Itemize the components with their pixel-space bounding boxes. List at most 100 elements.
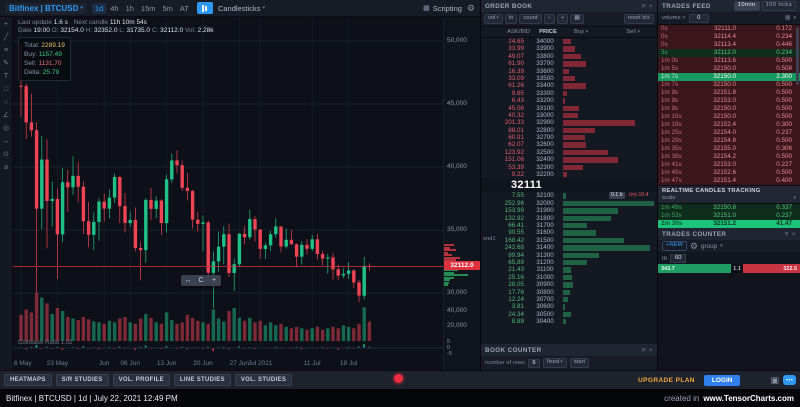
order-book-row[interactable]: 24.65 34000 (481, 38, 657, 45)
trade-row[interactable]: 1m 45s 32152.6 0.500 (658, 169, 800, 177)
order-book-row[interactable]: 3.81 30600 (481, 303, 657, 310)
calendar-icon[interactable]: ▦ (785, 15, 791, 21)
gear-icon[interactable]: ⚙ (689, 240, 698, 251)
time-axis[interactable]: 16 May 23 May Jun 06 Jun 13 Jun 20 Jun 27 JunJ… (13, 359, 443, 370)
text-tool-icon[interactable]: T (3, 73, 9, 80)
add-drawing-icon[interactable]: + (211, 277, 217, 284)
trade-row[interactable]: 1m 19s 32152.4 0.300 (658, 121, 800, 129)
trade-row[interactable]: 1m 9s 32151.8 0.500 (658, 89, 800, 97)
start-button[interactable]: start (569, 358, 589, 368)
order-book-row[interactable]: 28.05 30900 (481, 281, 657, 288)
trade-row[interactable]: 1m 38s 32154.2 0.500 (658, 153, 800, 161)
in-button[interactable]: in (504, 14, 518, 24)
chat-icon[interactable]: ⋯ (783, 375, 796, 385)
trade-row[interactable]: 1m 5s 32150.0 0.508 (658, 65, 800, 73)
order-book-row[interactable]: 62.07 32600 (481, 141, 657, 148)
order-book-row[interactable]: 66.41 31700 (481, 222, 657, 229)
angle-tool-icon[interactable]: ∠ (2, 112, 10, 119)
trade-row[interactable]: 1m 35s 32155.0 0.306 (658, 145, 800, 153)
scrollbar-thumb[interactable] (796, 27, 799, 85)
trade-row[interactable]: 1m 15s 32150.0 0.500 (658, 113, 800, 121)
candle-style-button[interactable] (196, 2, 213, 14)
rows-count-input[interactable] (527, 358, 540, 368)
order-book-row[interactable]: 9.65 33300 (481, 90, 657, 97)
order-book-row[interactable]: 123.92 32500 (481, 149, 657, 156)
order-book-row[interactable]: 60.91 32700 (481, 134, 657, 141)
study-button-s-r-studies[interactable]: S/R STUDIES (55, 374, 109, 386)
delete-drawing-tool-icon[interactable]: ⌀ (3, 164, 9, 171)
rectangle-tool-icon[interactable]: □ (3, 86, 9, 93)
menu-icon[interactable]: ≡ (641, 346, 646, 354)
order-book-row[interactable]: 6.43 33200 (481, 97, 657, 104)
add-counter-button[interactable]: +NEW (662, 241, 687, 251)
trade-row[interactable]: 1m 53s 32151.0 0.237 (658, 212, 800, 220)
timeframe-button-5m[interactable]: 5m (162, 3, 173, 13)
trade-row[interactable]: 0s 32111.0 0.172 (658, 25, 800, 33)
order-book-row[interactable]: 40.32 33000 (481, 112, 657, 119)
trade-row[interactable]: 0s 32113.4 0.446 (658, 41, 800, 49)
trade-row[interactable]: 1m 0s 32113.6 0.500 (658, 57, 800, 65)
order-book-row[interactable]: 21.43 31100 (481, 266, 657, 273)
timeframe-button-15m[interactable]: 15m (140, 3, 156, 13)
buy-column-header[interactable]: Buy ▾ (574, 29, 589, 35)
sell-column-header[interactable]: Sell ▾ (626, 29, 640, 35)
zoom-tool-icon[interactable]: ◎ (2, 125, 10, 132)
order-book-row[interactable]: 33.09 33500 (481, 75, 657, 82)
timeframe-button-4h[interactable]: 4h (110, 3, 119, 13)
order-book-row[interactable]: 8.89 30400 (481, 318, 657, 325)
trade-row[interactable]: 1m 29s 32154.8 0.500 (658, 137, 800, 145)
order-book-row[interactable]: 7.55 32100 0.1 b (m)-10.4 (481, 192, 657, 199)
chart-type-selector[interactable]: Candlesticks ▾ (218, 4, 265, 13)
scale-dropdown[interactable]: scale ▾ (662, 195, 796, 201)
symbol-selector[interactable]: Bitfinex | BTCUSD ▾ (5, 2, 87, 14)
order-book-row[interactable]: 201.33 32900 (481, 119, 657, 126)
increase-grouping-button[interactable]: + (557, 14, 569, 24)
close-icon[interactable]: × (648, 2, 653, 10)
trade-row[interactable]: 1m 25s 32154.0 0.237 (658, 129, 800, 137)
upgrade-plan-button[interactable]: UPGRADE PLAN (638, 376, 695, 384)
trade-row[interactable]: 1m 9s 32153.0 0.500 (658, 97, 800, 105)
price-axis[interactable]: 32112.0 50,000 45,000 40,000 35,000 30,000 40… (443, 17, 480, 370)
trade-row[interactable]: 1m 7s 32150.0 0.500 (658, 81, 800, 89)
study-button-line-studies[interactable]: LINE STUDIES (173, 374, 231, 386)
order-book-row[interactable]: 12.24 30700 (481, 296, 657, 303)
trade-row[interactable]: 2m 30s 32151.2 41.47 (658, 220, 800, 228)
order-book-row[interactable]: 16.39 33600 (481, 68, 657, 75)
measure-tool-icon[interactable]: ↔ (2, 138, 10, 145)
crosshair-tool-icon[interactable]: + (3, 21, 9, 28)
chevron-down-icon[interactable]: ▾ (720, 243, 723, 249)
order-book-row[interactable]: 132.92 31800 (481, 215, 657, 222)
order-book-row[interactable]: 53.39 32300 (481, 164, 657, 171)
timeframe-button-AT[interactable]: AT (179, 3, 189, 13)
order-book-row[interactable]: 49.07 33800 (481, 53, 657, 60)
move-chart-icon[interactable]: ↔ (184, 277, 192, 284)
order-book-row[interactable]: 9.22 32200 (481, 171, 657, 178)
order-book-row[interactable]: 25.16 31000 (481, 274, 657, 281)
close-icon[interactable]: × (791, 230, 796, 238)
order-book-row[interactable]: 24.34 30500 (481, 311, 657, 318)
magnet-tool-icon[interactable]: ⊙ (3, 151, 9, 158)
login-button[interactable]: LOGIN (703, 374, 741, 386)
order-book-row[interactable]: 17.76 30800 (481, 289, 657, 296)
count-button[interactable]: count (519, 14, 542, 24)
size-filter-tag[interactable]: 0.1 b (609, 192, 625, 199)
order-book-row[interactable]: 90.55 31600 (481, 229, 657, 236)
order-book-row[interactable]: 242.68 31400 (481, 244, 657, 251)
menu-icon[interactable]: ≡ (784, 230, 789, 238)
volume-filter-input[interactable] (688, 13, 709, 23)
reset-buy-sell-button[interactable]: reset b/s (623, 14, 654, 24)
trade-row[interactable]: 1m 41s 32153.0 0.227 (658, 161, 800, 169)
trade-row[interactable]: 1m 7s 32150.0 2.300 (658, 73, 800, 81)
study-button-vol-studies[interactable]: VOL. STUDIES (234, 374, 293, 386)
fullscreen-icon[interactable]: ▣ (770, 374, 779, 385)
brush-tool-icon[interactable]: ✎ (3, 60, 9, 67)
order-book-row[interactable]: 88.01 32800 (481, 127, 657, 134)
timeframe-button-1h[interactable]: 1h (125, 3, 134, 13)
candlestick-chart[interactable] (13, 17, 443, 359)
chart-area[interactable]: Last update 1.6 s · Next candle 11h 10m … (13, 17, 443, 370)
chevron-down-icon[interactable]: ▾ (793, 15, 796, 21)
order-book-row[interactable]: 33.99 33900 (481, 45, 657, 52)
grid-icon[interactable]: ▦ (570, 14, 584, 24)
decrease-grouping-button[interactable]: − (543, 14, 556, 24)
range-button-100-ticks[interactable]: 100 ticks (761, 1, 796, 11)
